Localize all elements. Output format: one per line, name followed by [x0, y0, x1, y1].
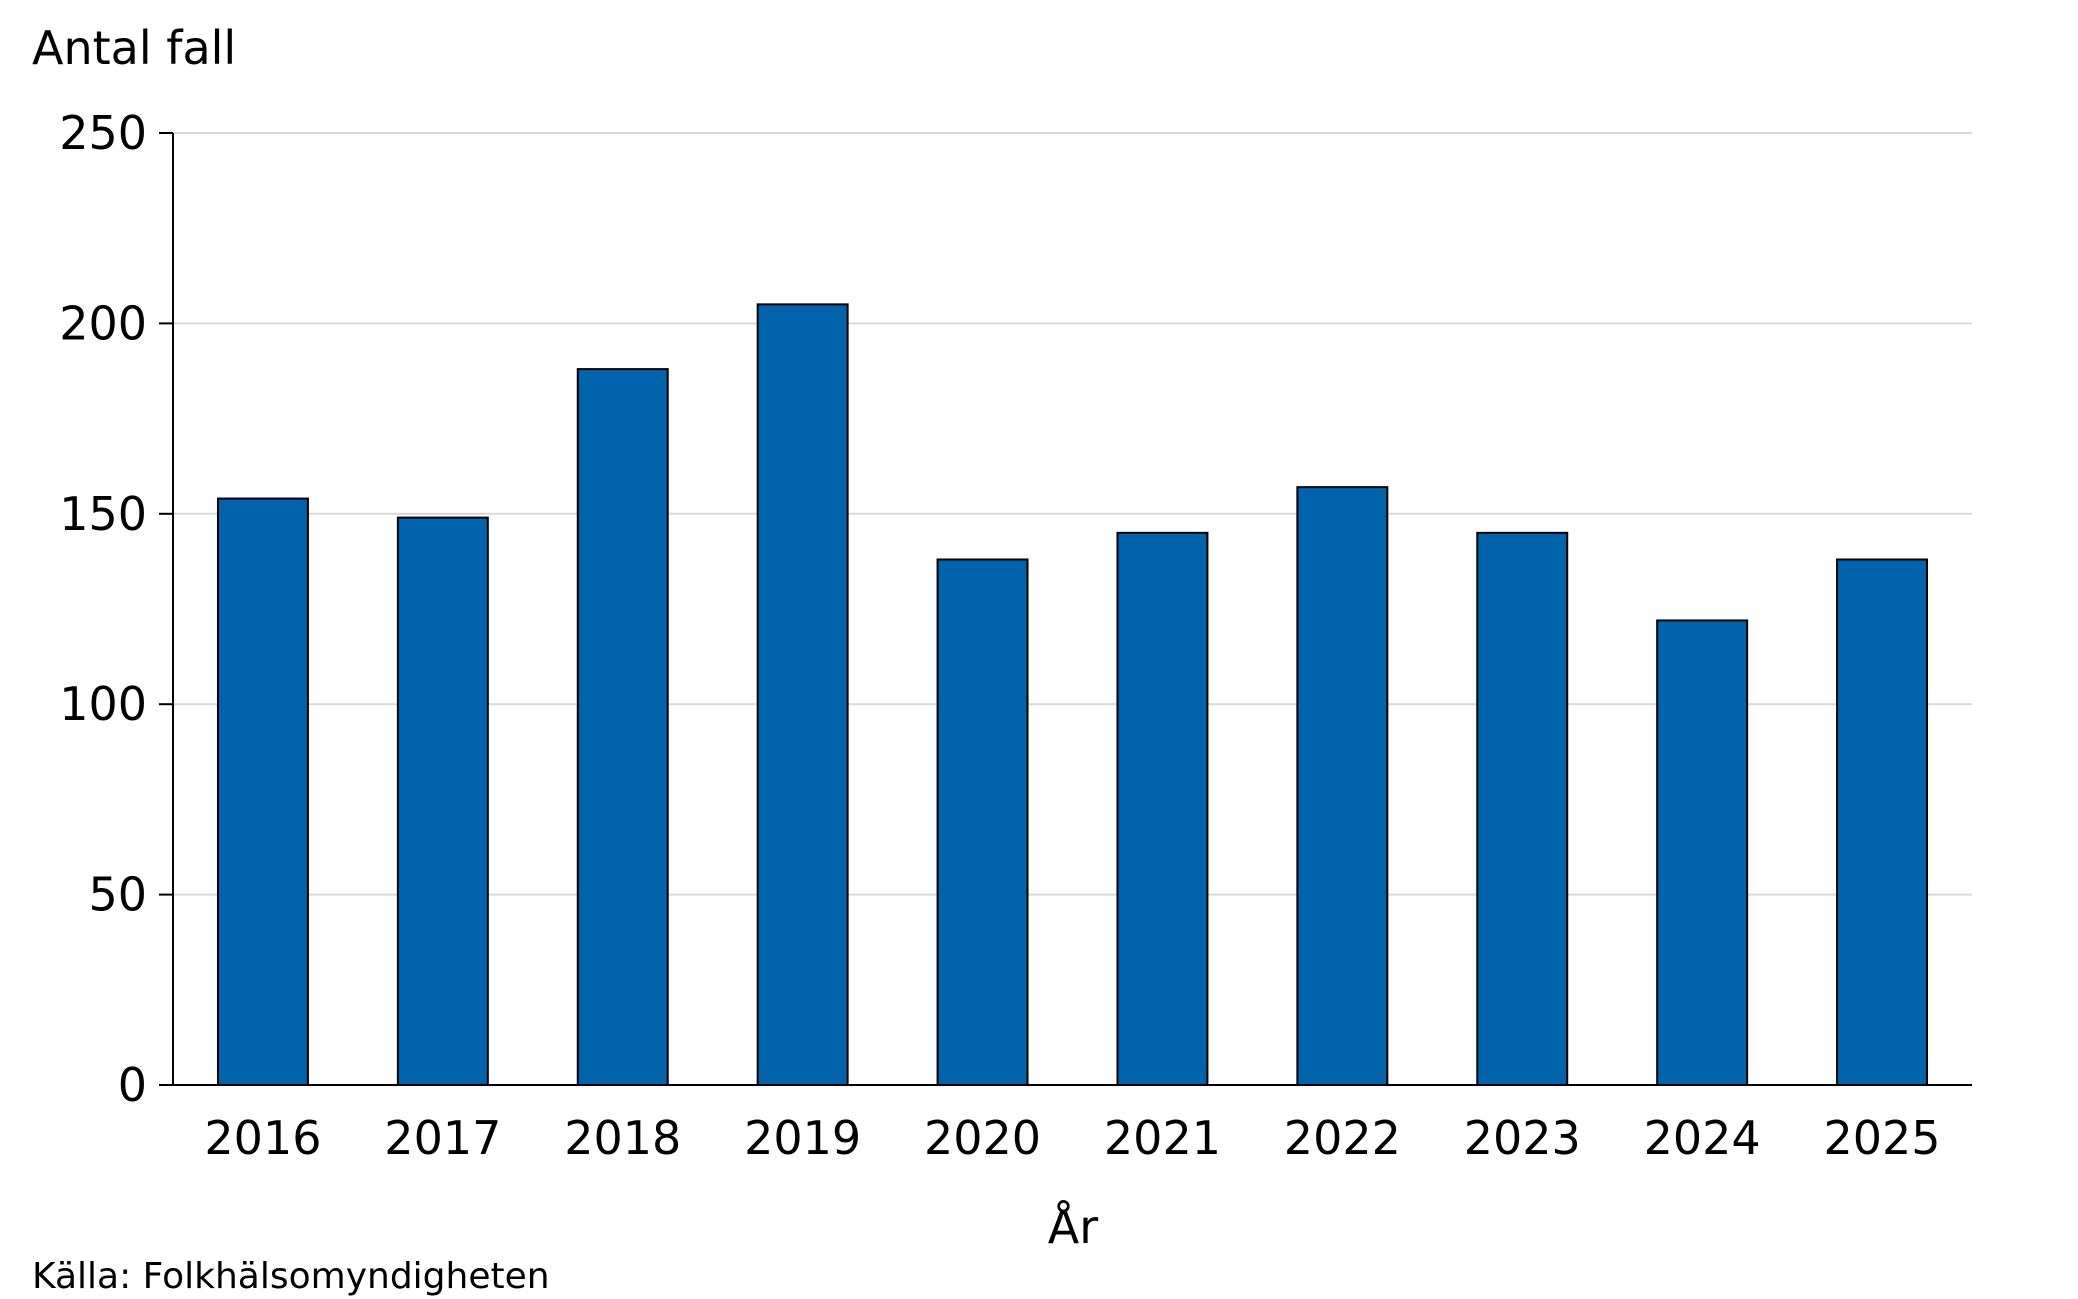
bars — [216, 303, 1929, 1087]
y-tick-label: 0 — [118, 1058, 147, 1112]
x-axis-title: År — [1048, 1200, 1098, 1254]
bar-2016 — [216, 497, 309, 1086]
x-tick-label: 2018 — [564, 1111, 681, 1165]
source-note: Källa: Folkhälsomyndigheten — [32, 1256, 550, 1297]
y-tick-label: 150 — [59, 487, 147, 541]
bar-2024 — [1656, 619, 1749, 1086]
x-tick-label: 2020 — [924, 1111, 1041, 1165]
x-tick-label: 2019 — [744, 1111, 861, 1165]
bar-2018 — [576, 368, 669, 1086]
y-tick-label: 250 — [59, 106, 147, 160]
bar-2021 — [1116, 531, 1209, 1086]
x-tick-label: 2016 — [204, 1111, 321, 1165]
bar-2025 — [1836, 558, 1929, 1086]
x-tick-label: 2023 — [1464, 1111, 1581, 1165]
bar-2019 — [756, 303, 849, 1086]
x-tick-label: 2025 — [1824, 1111, 1941, 1165]
axes — [159, 133, 1972, 1086]
y-tick-label: 100 — [59, 677, 147, 731]
bar-2023 — [1476, 531, 1569, 1086]
x-tick-label: 2017 — [384, 1111, 501, 1165]
y-tick-labels: 0 50 100 150 200 250 — [59, 106, 173, 1112]
x-tick-label: 2021 — [1104, 1111, 1221, 1165]
bar-2022 — [1296, 486, 1389, 1087]
x-tick-labels: 2016 2017 2018 2019 2020 2021 2022 2023 2024 2025 — [204, 1111, 1940, 1165]
y-tick-label: 50 — [88, 868, 147, 922]
bar-2017 — [396, 516, 489, 1086]
bar-2020 — [936, 558, 1029, 1086]
y-axis-title: Antal fall — [32, 21, 236, 75]
x-tick-label: 2024 — [1644, 1111, 1761, 1165]
x-tick-label: 2022 — [1284, 1111, 1401, 1165]
y-tick-label: 200 — [59, 296, 147, 350]
